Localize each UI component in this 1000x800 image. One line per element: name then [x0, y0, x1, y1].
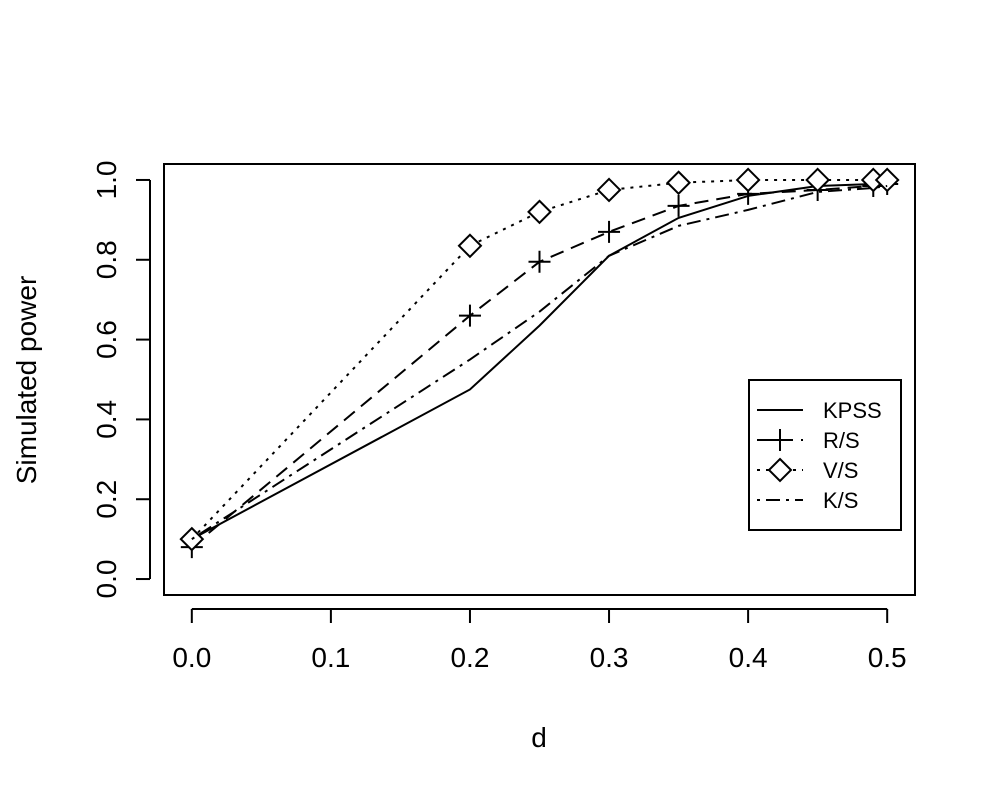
data-point-v-s: [805, 167, 831, 193]
series-v-s: [179, 167, 900, 552]
legend-marker-r-s: [769, 429, 791, 451]
legend-marker-v-s: [767, 457, 793, 483]
data-point-r-s: [667, 194, 690, 217]
data-point-v-s: [527, 199, 552, 225]
data-point-v-s: [874, 167, 900, 193]
data-point-v-s: [457, 233, 483, 259]
data-point-v-s: [179, 526, 205, 552]
y-tick-label: 0.0: [91, 560, 122, 599]
y-tick-label: 0.4: [91, 400, 122, 439]
data-point-r-s: [528, 250, 551, 273]
series-line-k-s: [191, 184, 888, 540]
legend-label-v-s: V/S: [823, 458, 858, 483]
legend-label-kpss: KPSS: [823, 398, 882, 423]
legend: KPSS R/S V/S K/S: [748, 379, 902, 531]
legend-label-k-s: K/S: [823, 488, 858, 513]
y-axis-label: Simulated power: [11, 276, 42, 485]
plot-frame: [163, 163, 916, 596]
y-tick-label: 1.0: [91, 160, 122, 199]
x-tick-label: 0.3: [590, 642, 629, 673]
data-point-r-s: [598, 220, 621, 243]
x-axis-label: d: [531, 722, 547, 753]
series-k-s: [191, 184, 888, 540]
y-tick-label: 0.6: [91, 320, 122, 359]
series-line-kpss: [191, 180, 888, 541]
x-axis: 0.0 0.1 0.2 0.3 0.4 0.5: [172, 608, 907, 673]
x-tick-label: 0.5: [868, 642, 907, 673]
legend-label-r-s: R/S: [823, 428, 860, 453]
x-tick-label: 0.1: [311, 642, 350, 673]
y-axis: 0.0 0.2 0.4 0.6 0.8 1.0: [91, 160, 151, 599]
legend-box: [748, 379, 902, 531]
series-layer: [179, 167, 900, 559]
data-point-r-s: [458, 304, 481, 327]
x-tick-label: 0.4: [729, 642, 768, 673]
data-point-v-s: [666, 170, 691, 196]
y-tick-label: 0.8: [91, 240, 122, 279]
x-tick-label: 0.2: [450, 642, 489, 673]
series-kpss: [191, 180, 888, 541]
data-point-v-s: [735, 167, 761, 193]
data-point-v-s: [596, 177, 622, 203]
y-tick-label: 0.2: [91, 480, 122, 519]
x-tick-label: 0.0: [172, 642, 211, 673]
